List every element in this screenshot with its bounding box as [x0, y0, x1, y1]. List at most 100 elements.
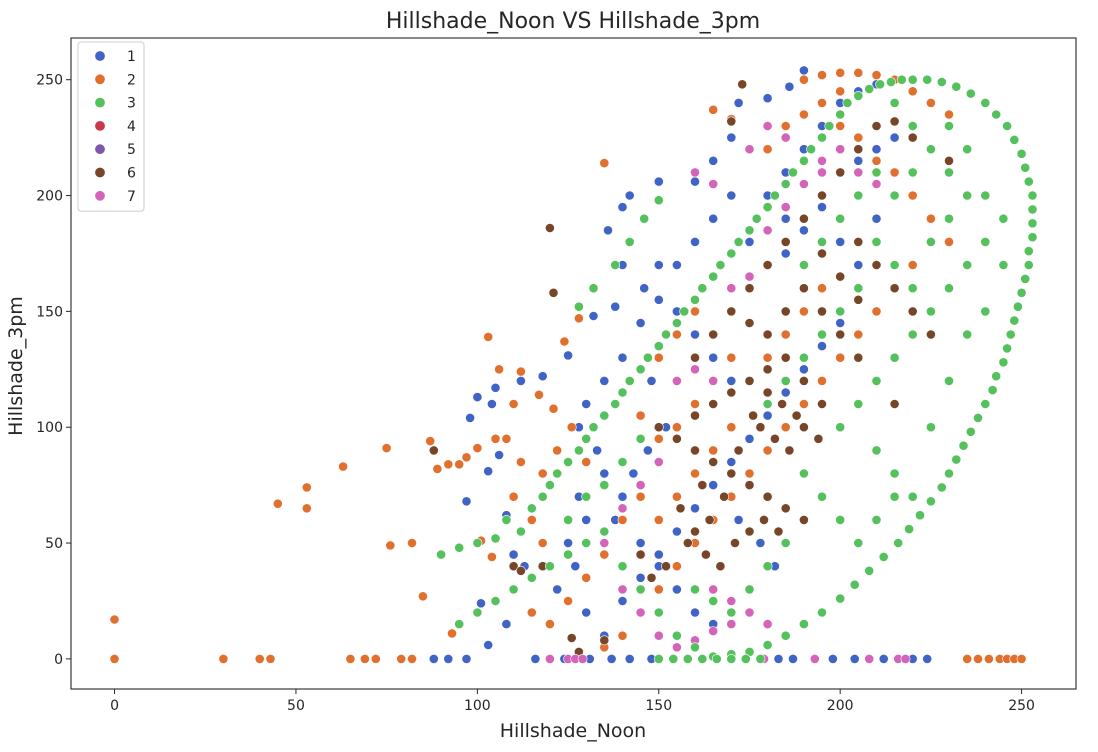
data-point-3 — [799, 155, 809, 166]
data-point-3 — [907, 121, 918, 131]
data-point-6 — [516, 565, 526, 576]
data-point-7 — [690, 167, 700, 178]
data-point-6 — [853, 294, 864, 305]
data-point-6 — [853, 144, 864, 155]
data-point-6 — [762, 387, 773, 398]
data-point-2 — [853, 329, 864, 340]
data-point-6 — [701, 549, 711, 560]
data-point-1 — [835, 236, 846, 247]
data-point-1 — [889, 132, 900, 143]
data-point-3 — [904, 524, 914, 534]
data-point-1 — [599, 468, 610, 479]
data-point-6 — [773, 526, 784, 537]
data-point-3 — [980, 236, 991, 247]
chart-title: Hillshade_Noon VS Hillshade_3pm — [386, 9, 760, 34]
data-point-2 — [508, 399, 519, 409]
data-point-6 — [704, 515, 715, 525]
data-point-2 — [345, 654, 356, 664]
data-point-2 — [889, 167, 900, 178]
data-point-1 — [570, 561, 581, 572]
data-point-6 — [599, 635, 610, 646]
data-point-3 — [965, 88, 976, 99]
data-point-2 — [672, 422, 682, 433]
x-tick-label: 200 — [827, 698, 854, 714]
data-point-2 — [581, 572, 592, 583]
data-point-1 — [653, 260, 664, 270]
data-point-2 — [265, 654, 276, 664]
data-point-3 — [780, 179, 791, 189]
data-point-3 — [1020, 162, 1031, 173]
data-point-2 — [461, 452, 472, 463]
data-point-6 — [675, 503, 686, 514]
data-point-2 — [381, 443, 392, 453]
data-point-6 — [799, 422, 809, 433]
data-point-1 — [563, 538, 573, 548]
data-point-1 — [762, 93, 773, 104]
data-point-2 — [617, 630, 628, 641]
data-point-1 — [606, 654, 617, 664]
data-point-6 — [653, 422, 664, 433]
data-point-3 — [711, 654, 722, 664]
data-point-3 — [653, 607, 664, 618]
data-point-6 — [780, 503, 791, 514]
data-point-1 — [690, 503, 700, 514]
data-point-6 — [690, 410, 700, 421]
data-point-3 — [563, 457, 573, 467]
data-point-2 — [370, 654, 381, 664]
data-point-3 — [653, 654, 664, 664]
data-point-6 — [646, 572, 657, 583]
data-point-3 — [436, 549, 446, 560]
data-point-3 — [962, 329, 973, 340]
data-point-1 — [635, 572, 646, 583]
data-point-1 — [599, 375, 610, 386]
legend-label-7: 7 — [127, 189, 136, 205]
data-point-6 — [708, 457, 719, 467]
data-point-2 — [545, 619, 555, 629]
data-point-1 — [490, 382, 501, 393]
y-tick-label: 100 — [36, 420, 63, 436]
data-point-2 — [817, 375, 827, 386]
data-point-2 — [443, 459, 454, 470]
data-point-2 — [726, 422, 737, 433]
data-point-6 — [770, 433, 780, 444]
data-point-3 — [697, 654, 708, 664]
data-point-3 — [991, 109, 1002, 120]
data-point-1 — [672, 260, 682, 270]
data-point-3 — [537, 491, 548, 502]
data-point-3 — [690, 584, 700, 595]
data-point-3 — [944, 468, 954, 479]
data-point-7 — [599, 538, 610, 548]
data-point-2 — [653, 584, 664, 595]
data-point-3 — [624, 375, 635, 386]
data-point-2 — [494, 364, 504, 375]
data-point-2 — [762, 445, 773, 456]
data-point-6 — [889, 283, 900, 294]
data-point-1 — [799, 364, 809, 375]
data-point-1 — [643, 445, 653, 456]
data-point-2 — [526, 607, 537, 618]
data-point-6 — [744, 375, 755, 386]
data-point-3 — [817, 132, 827, 143]
data-point-3 — [835, 306, 846, 317]
data-point-2 — [301, 503, 312, 514]
data-point-3 — [788, 167, 798, 178]
data-point-3 — [853, 538, 864, 548]
data-point-3 — [871, 515, 882, 525]
data-point-2 — [599, 549, 610, 560]
data-point-6 — [777, 399, 787, 409]
data-point-7 — [726, 596, 737, 606]
data-point-3 — [617, 457, 628, 467]
data-point-3 — [726, 248, 737, 259]
data-point-7 — [635, 480, 646, 490]
data-point-2 — [109, 614, 120, 625]
data-point-3 — [635, 364, 646, 375]
data-point-3 — [653, 341, 664, 351]
data-point-6 — [566, 633, 577, 643]
data-point-3 — [552, 468, 563, 479]
data-point-3 — [944, 167, 954, 178]
data-point-3 — [965, 426, 976, 437]
data-point-1 — [726, 375, 737, 386]
data-point-3 — [944, 213, 954, 224]
legend-marker-2 — [94, 73, 106, 85]
data-point-3 — [987, 385, 998, 395]
